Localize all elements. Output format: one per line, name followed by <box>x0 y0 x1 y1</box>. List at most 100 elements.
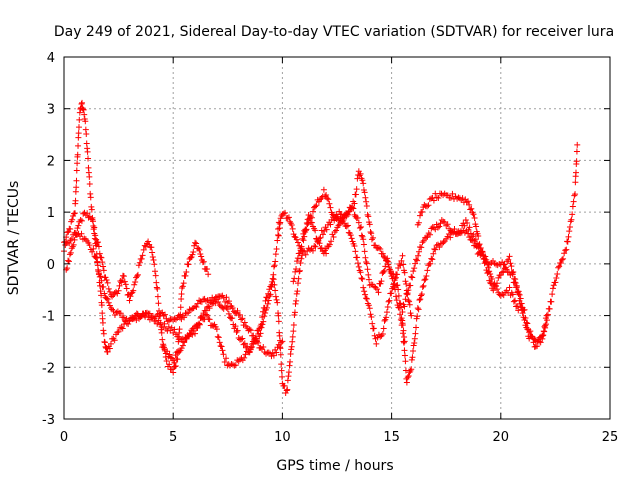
data-point <box>94 259 101 266</box>
data-point <box>175 333 182 340</box>
data-point <box>482 258 489 265</box>
data-point <box>309 247 316 254</box>
data-point <box>395 304 402 311</box>
series-track-d <box>159 211 330 396</box>
series-track-c <box>61 229 286 360</box>
data-point <box>130 315 137 322</box>
data-point <box>335 222 342 229</box>
data-point <box>96 250 103 257</box>
data-point <box>192 303 199 310</box>
data-point <box>163 358 170 365</box>
data-point <box>560 255 567 262</box>
x-tick-label: 15 <box>383 430 400 445</box>
data-point <box>526 329 533 336</box>
data-point <box>312 243 319 250</box>
data-point <box>565 233 572 240</box>
data-point <box>64 229 71 236</box>
data-point <box>101 338 108 345</box>
data-point <box>216 339 223 346</box>
data-point <box>96 273 103 280</box>
data-point <box>363 295 370 302</box>
data-point <box>272 287 279 294</box>
data-point <box>516 297 523 304</box>
data-point <box>97 254 104 261</box>
data-point <box>87 194 94 201</box>
data-point <box>149 253 156 260</box>
data-point <box>399 320 406 327</box>
data-point <box>367 311 374 318</box>
data-point <box>198 315 205 322</box>
data-point <box>402 296 409 303</box>
data-point <box>416 212 423 219</box>
data-point <box>427 231 434 238</box>
data-point <box>390 281 397 288</box>
data-point <box>66 251 73 258</box>
x-tick-label: 20 <box>493 430 510 445</box>
data-point <box>293 297 300 304</box>
data-point <box>362 194 369 201</box>
data-point <box>443 222 450 229</box>
data-point <box>494 280 501 287</box>
data-point <box>401 334 408 341</box>
data-point <box>154 293 161 300</box>
data-point <box>126 297 133 304</box>
data-point <box>285 373 292 380</box>
data-point <box>292 268 299 275</box>
data-point <box>406 301 413 308</box>
data-point <box>82 118 89 125</box>
data-point <box>149 314 156 321</box>
data-point <box>505 256 512 263</box>
data-point <box>185 261 192 268</box>
data-point <box>540 328 547 335</box>
data-point <box>277 337 284 344</box>
data-point <box>419 208 426 215</box>
data-point <box>412 330 419 337</box>
data-point <box>136 259 143 266</box>
data-point <box>374 286 381 293</box>
series-track-a <box>61 99 284 355</box>
data-point <box>410 268 417 275</box>
data-point <box>414 313 421 320</box>
data-point <box>215 334 222 341</box>
data-point <box>350 205 357 212</box>
data-point <box>139 252 146 259</box>
data-point <box>91 224 98 231</box>
data-point <box>572 191 579 198</box>
grid-lines <box>64 57 610 419</box>
data-point <box>171 326 178 333</box>
data-point <box>363 258 370 265</box>
data-point <box>418 244 425 251</box>
data-point <box>198 253 205 260</box>
series-track-e <box>275 208 415 347</box>
x-tick-label: 5 <box>169 430 177 445</box>
y-axis-label: SDTVAR / TECUs <box>6 181 22 296</box>
data-point <box>379 331 386 338</box>
data-point <box>549 285 556 292</box>
data-point <box>154 320 161 327</box>
data-point <box>274 237 281 244</box>
data-point <box>223 294 230 301</box>
data-point <box>95 239 102 246</box>
data-point <box>380 269 387 276</box>
data-point <box>377 333 384 340</box>
data-point <box>380 325 387 332</box>
data-point <box>410 342 417 349</box>
data-point <box>95 243 102 250</box>
data-point <box>411 335 418 342</box>
data-point <box>572 169 579 176</box>
data-point <box>162 311 169 318</box>
data-point <box>287 358 294 365</box>
data-point <box>518 306 525 313</box>
data-point <box>220 351 227 358</box>
data-point <box>403 290 410 297</box>
data-point <box>197 250 204 257</box>
data-point <box>549 291 556 298</box>
data-point <box>484 270 491 277</box>
data-point <box>87 190 94 197</box>
data-point <box>371 283 378 290</box>
data-point <box>75 130 82 137</box>
data-point <box>222 298 229 305</box>
data-point <box>307 246 314 253</box>
data-point <box>558 256 565 263</box>
data-point <box>515 307 522 314</box>
